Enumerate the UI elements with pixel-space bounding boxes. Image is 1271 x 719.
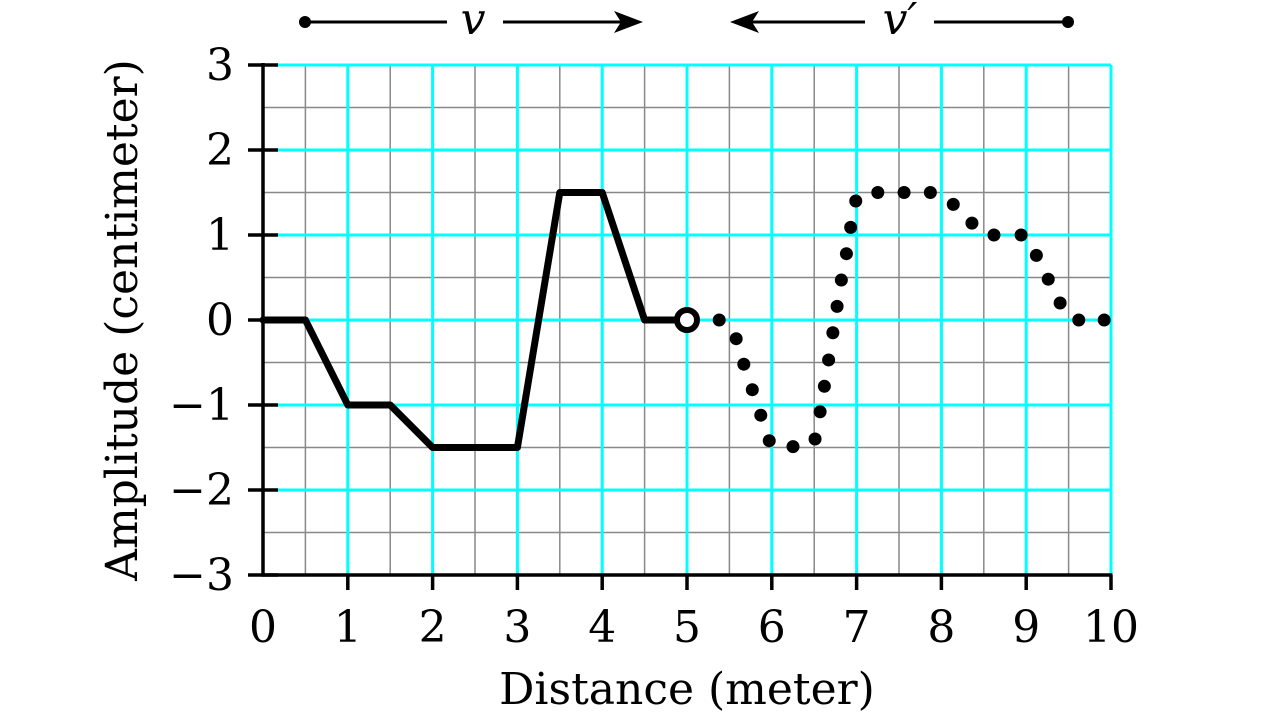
data-dot [839, 247, 853, 261]
open-circle-marker [674, 307, 700, 333]
x-tick-label: 9 [1012, 602, 1040, 653]
data-dot [822, 353, 836, 367]
data-dot [897, 186, 911, 199]
x-tick-label: 8 [927, 602, 955, 653]
data-dot [1053, 296, 1067, 310]
x-tick-label: 3 [503, 602, 531, 653]
velocity-label-v-prime: v′ [883, 0, 918, 45]
x-tick-label: 5 [673, 602, 701, 653]
x-axis-title: Distance (meter) [499, 664, 875, 715]
data-dot [1029, 248, 1043, 262]
incident-pulse-line [259, 189, 691, 451]
data-dot [729, 332, 743, 346]
data-dot [754, 408, 768, 422]
x-tick-label: 7 [843, 602, 871, 653]
major-grid [263, 63, 1113, 575]
data-dot [987, 228, 1001, 242]
y-tick-label: 1 [206, 210, 234, 261]
y-tick-label: −2 [169, 465, 234, 516]
data-dot [830, 299, 844, 313]
y-tick-label: 2 [206, 125, 234, 176]
reflected-pulse-dots [712, 186, 1111, 454]
data-dot [834, 273, 848, 287]
data-dot [1097, 313, 1111, 327]
x-tick-label: 1 [334, 602, 362, 653]
x-tick-label: 10 [1083, 602, 1139, 653]
velocity-arrow-v-prime: v′ [730, 0, 1074, 45]
velocity-label-v: v [461, 0, 486, 45]
data-dot [871, 186, 885, 199]
y-tick-label: −3 [169, 550, 234, 601]
data-dot [762, 434, 776, 448]
data-dot [849, 194, 863, 208]
y-tick-label: 3 [206, 40, 234, 91]
velocity-arrow-v: v [299, 0, 643, 45]
data-dot [923, 186, 937, 199]
x-tick-label: 4 [588, 602, 616, 653]
data-dot [1041, 272, 1055, 286]
data-dot [1072, 313, 1086, 327]
x-tick-label: 6 [758, 602, 786, 653]
data-dot [745, 383, 759, 397]
data-dot [965, 216, 979, 230]
data-dot [817, 379, 831, 393]
data-dot [786, 440, 800, 454]
data-dot [712, 313, 726, 327]
data-dot [813, 405, 827, 419]
data-dot [1014, 228, 1028, 242]
y-tick-labels: 3 2 1 0 −1 −2 −3 [169, 40, 234, 601]
x-tick-labels: 0 1 2 3 4 5 6 7 8 9 10 [249, 602, 1139, 653]
y-tick-label: 0 [206, 295, 234, 346]
data-dot [737, 357, 751, 371]
y-axis-title: Amplitude (centimeter) [97, 59, 148, 582]
arrow-end-dot-icon [1062, 16, 1074, 28]
data-dot [826, 326, 840, 340]
y-tick-label: −1 [169, 380, 234, 431]
x-tick-label: 0 [249, 602, 277, 653]
data-dot [808, 432, 822, 446]
arrow-head-right-icon [614, 11, 643, 33]
x-tick-label: 2 [419, 602, 447, 653]
data-dot [946, 197, 960, 211]
data-dot [844, 220, 858, 234]
